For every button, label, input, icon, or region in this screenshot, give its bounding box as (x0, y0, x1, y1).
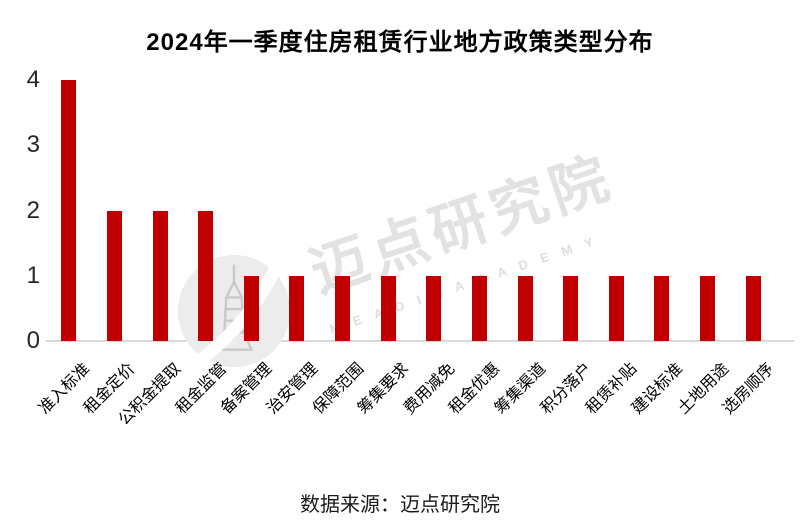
bar (700, 275, 716, 341)
chart-title: 2024年一季度住房租赁行业地方政策类型分布 (146, 29, 654, 56)
bar (335, 275, 351, 341)
y-tick-label: 2 (26, 196, 40, 224)
y-tick-label: 3 (26, 131, 40, 159)
bar (471, 275, 487, 341)
bar (563, 275, 579, 341)
bar (745, 275, 761, 341)
bar (198, 210, 214, 341)
bar (152, 210, 168, 341)
x-axis-line (46, 340, 794, 342)
bar (608, 275, 624, 341)
y-tick-label: 0 (26, 327, 40, 354)
bar (61, 80, 77, 341)
data-source: 数据来源：迈点研究院 (300, 494, 500, 516)
bar (654, 275, 670, 341)
bar (426, 275, 442, 341)
bar (106, 210, 122, 341)
y-tick-label: 1 (26, 261, 40, 289)
bar (289, 275, 305, 341)
y-tick-label: 4 (26, 66, 40, 93)
bar (380, 275, 396, 341)
bar (517, 275, 533, 341)
bar (243, 275, 259, 341)
